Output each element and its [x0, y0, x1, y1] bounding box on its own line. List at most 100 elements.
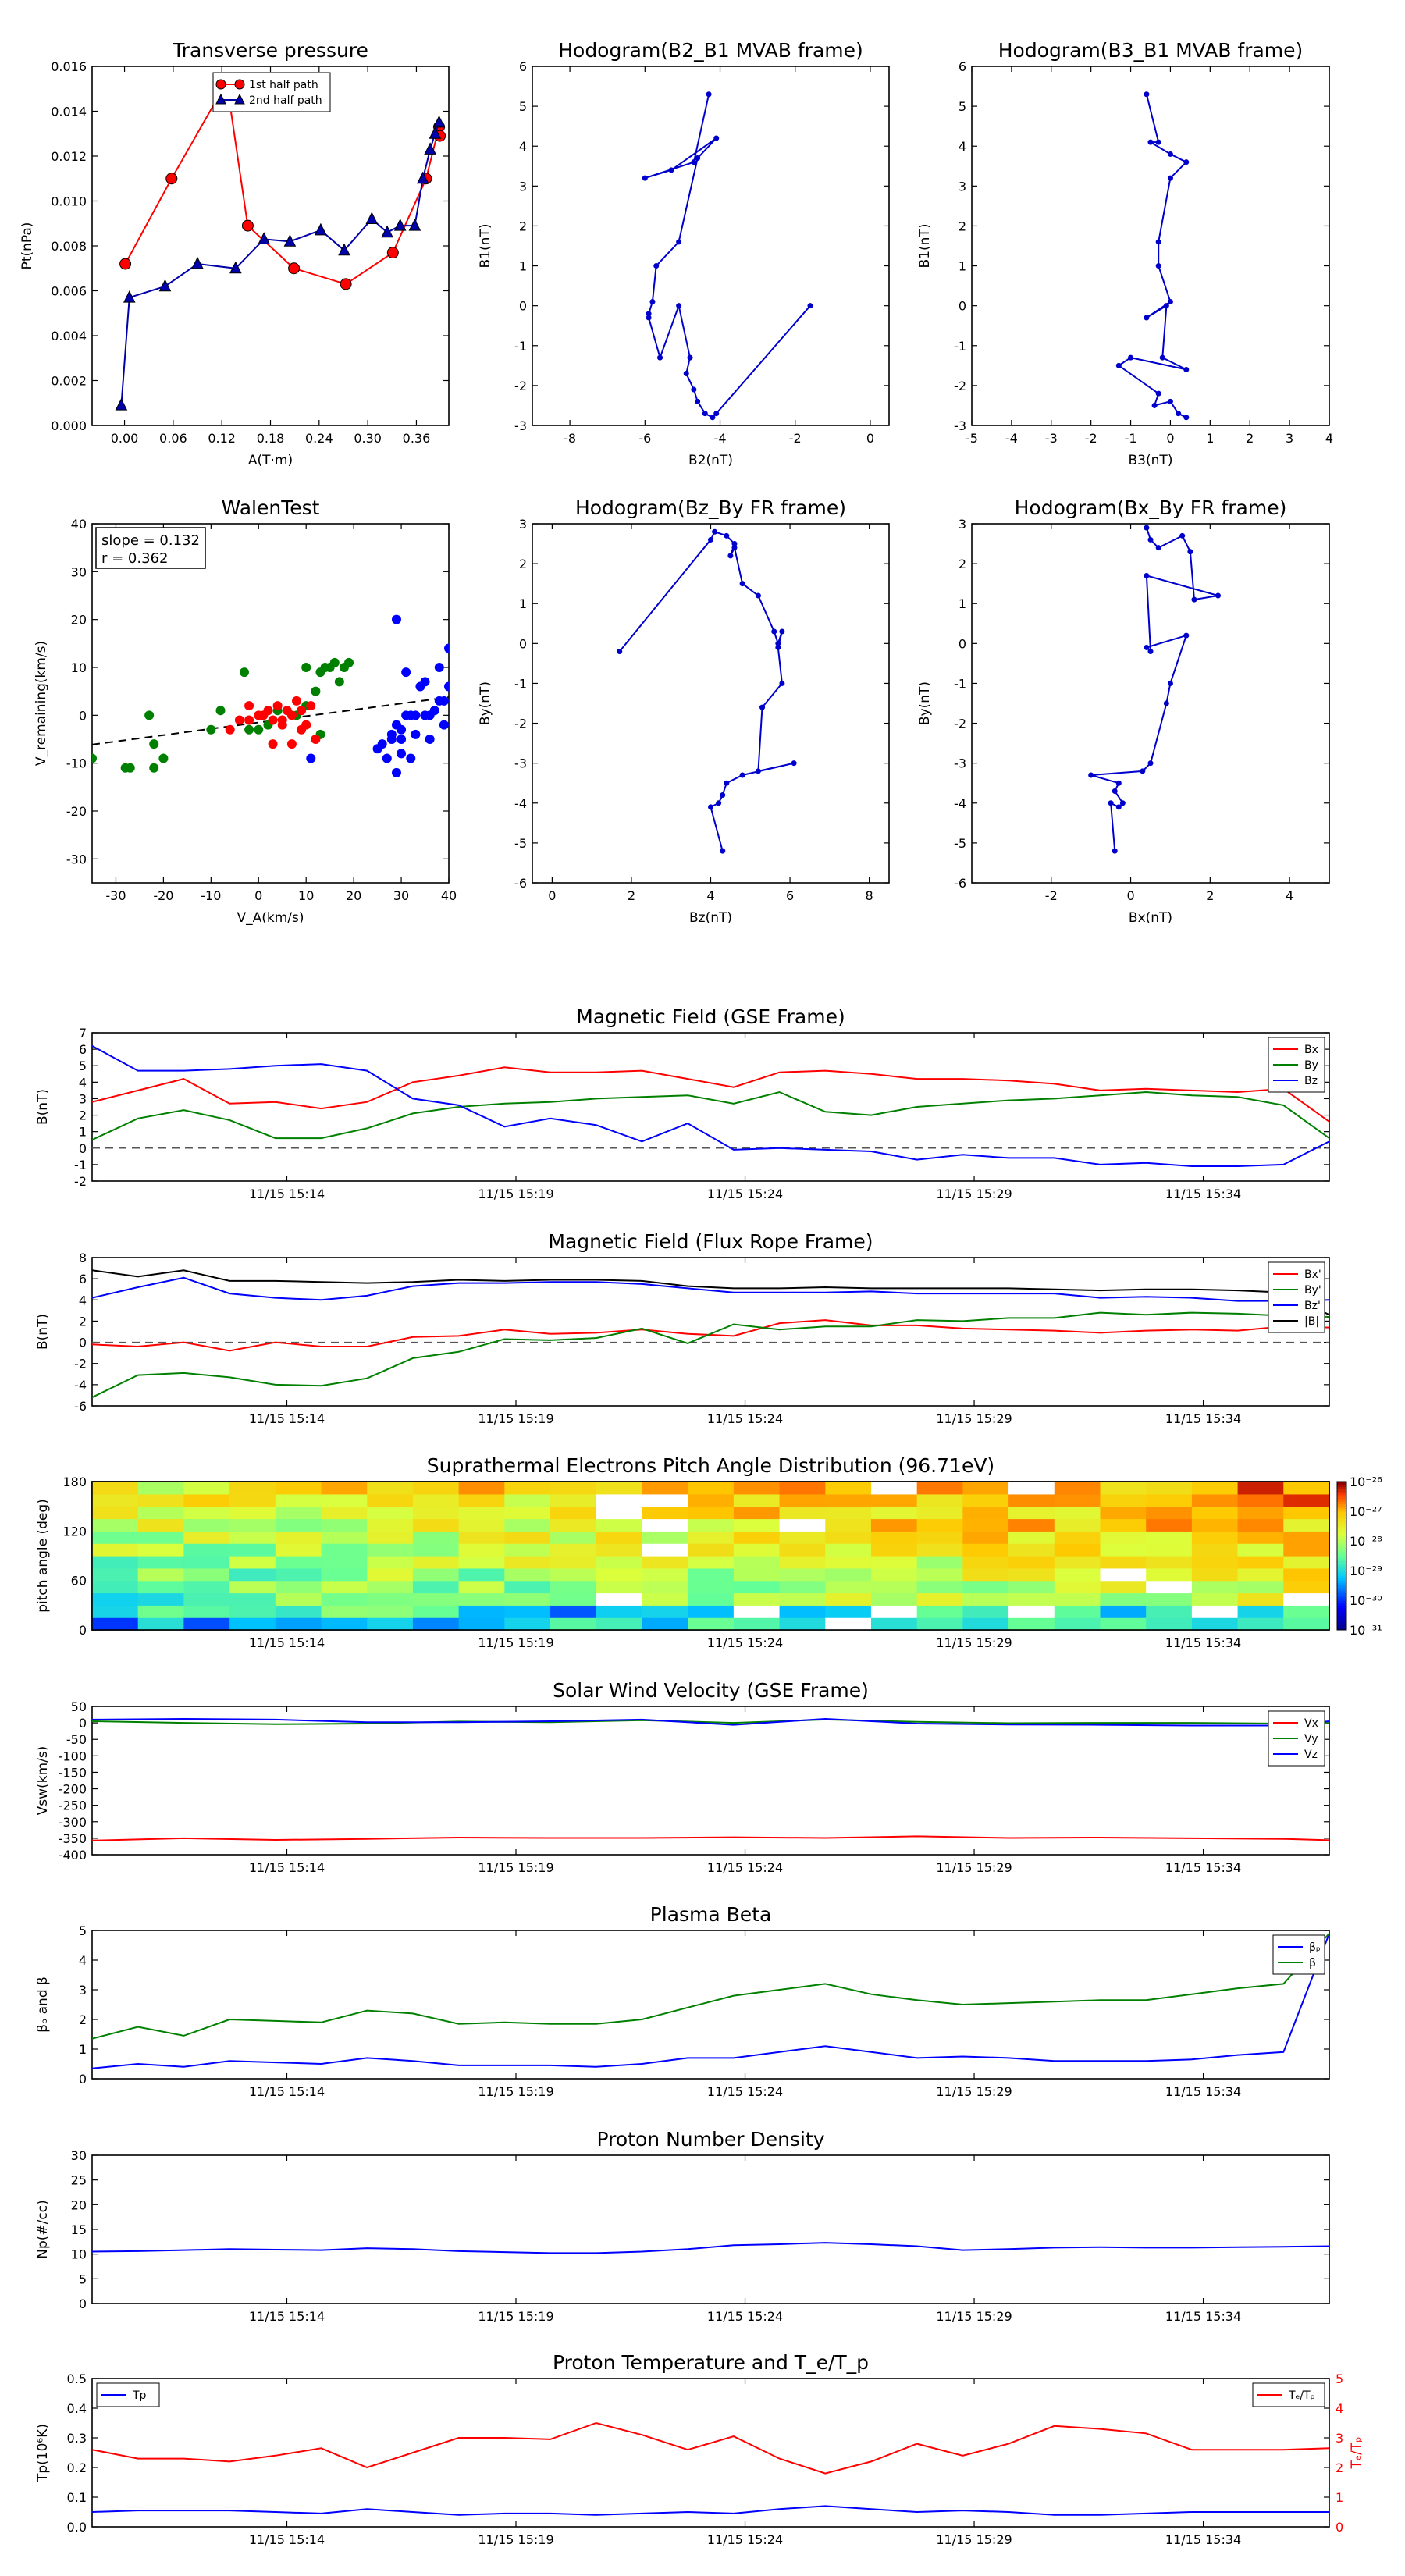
y-tick-label: 3 [79, 1091, 87, 1106]
x-tick-label: 20 [346, 888, 361, 903]
y-tick-label: 30 [71, 564, 87, 579]
scatter-point [382, 753, 392, 763]
heatmap-cell [412, 1493, 460, 1507]
y-tick-label: 0.008 [51, 239, 87, 254]
data-point [1155, 263, 1161, 269]
legend: 1st half path 2nd half path [212, 72, 331, 112]
heatmap-cell [137, 1592, 185, 1606]
heatmap-cell [504, 1617, 551, 1631]
x-axis-label: B3(nT) [1129, 453, 1173, 468]
chart-title: Plasma Beta [650, 1903, 772, 1926]
data-point [676, 303, 682, 309]
heatmap-cell [1054, 1518, 1101, 1532]
series-line-Bx [92, 1066, 1329, 1123]
heatmap-cell [825, 1482, 872, 1495]
y-tick-label: 0.000 [51, 418, 87, 433]
scatter-point [268, 739, 278, 749]
y-tick-label: 4 [79, 1953, 87, 1968]
heatmap-cell [550, 1567, 597, 1582]
heatmap-cell [1054, 1556, 1101, 1569]
data-point [258, 232, 270, 244]
heatmap-cell [458, 1493, 505, 1507]
plot-frame [91, 2154, 1330, 2304]
x-tick-label: 11/15 15:19 [478, 2084, 553, 2099]
data-point [710, 415, 716, 421]
y-tick-label: 10 [71, 2247, 87, 2262]
heatmap-cell [504, 1482, 551, 1495]
plot-frame [91, 1481, 1330, 1631]
heatmap-cell [275, 1543, 322, 1557]
scatter-point [244, 701, 254, 711]
data-point [712, 528, 718, 535]
y-tick-label: -350 [59, 1831, 87, 1846]
chart-vsw: Solar Wind Velocity (GSE Frame)-400-350-… [35, 1679, 1330, 1875]
heatmap-cell [688, 1543, 735, 1557]
heatmap-cell [321, 1556, 368, 1569]
heatmap-cell [550, 1531, 597, 1544]
heatmap-cell [367, 1580, 414, 1594]
heatmap-cell [1191, 1605, 1239, 1618]
data-point [775, 644, 781, 650]
heatmap-cell [962, 1482, 1009, 1495]
x-tick-label: 40 [441, 888, 457, 903]
heatmap-cell [367, 1518, 414, 1532]
y-tick-label: 0.5 [67, 2371, 87, 2386]
y-tick-label: 20 [71, 613, 87, 628]
heatmap-cell [733, 1617, 781, 1631]
data-point [695, 398, 701, 404]
heatmap-cell [550, 1543, 597, 1557]
y-axis-label: B(nT) [35, 1314, 51, 1350]
scatter-point [401, 667, 411, 678]
heatmap-cell [183, 1518, 230, 1532]
heatmap-cell [321, 1482, 368, 1495]
scatter-point [444, 643, 449, 653]
y-tick-label: 3 [959, 517, 966, 532]
heatmap-cell [321, 1506, 368, 1520]
colorbar-segment [1337, 1546, 1346, 1549]
heatmap-cell [183, 1531, 230, 1544]
heatmap-cell [1054, 1580, 1101, 1594]
heatmap-cell [733, 1543, 781, 1557]
y-tick-label: 10 [71, 660, 87, 675]
heatmap-cell [825, 1493, 872, 1507]
heatmap-cell [458, 1617, 505, 1631]
heatmap-cell [412, 1580, 460, 1594]
y-tick-label: 5 [959, 99, 966, 114]
y-tick-label: 6 [519, 59, 527, 74]
data-point [702, 411, 708, 417]
scatter-point [306, 701, 316, 711]
heatmap-cell [1191, 1580, 1239, 1594]
heatmap-cell [779, 1543, 826, 1557]
heatmap-cell [321, 1567, 368, 1582]
heatmap-cell [458, 1592, 505, 1606]
x-tick-label: 11/15 15:14 [249, 1860, 325, 1875]
y-tick-label: 0 [79, 2297, 87, 2311]
series-line-0 [644, 94, 811, 419]
heatmap-cell [870, 1605, 918, 1618]
legend: Tp [96, 2382, 160, 2407]
x-tick-label: 4 [1325, 431, 1333, 446]
colorbar-segment [1337, 1597, 1346, 1601]
heatmap-cell [1100, 1531, 1147, 1544]
y-tick-label: 60 [71, 1574, 87, 1589]
x-tick-label: -2 [789, 431, 802, 446]
legend-marker [234, 79, 245, 90]
y-axis-label: B(nT) [35, 1089, 51, 1125]
colorbar-segment [1337, 1590, 1346, 1593]
x-tick-label: 30 [393, 888, 409, 903]
heatmap-cell [458, 1543, 505, 1557]
y-tick-label: -5 [954, 836, 966, 851]
heatmap-cell [642, 1567, 688, 1582]
colorbar-segment [1337, 1523, 1346, 1527]
heatmap-cell [733, 1493, 781, 1507]
heatmap-cell [412, 1617, 460, 1631]
data-point [191, 256, 204, 269]
heatmap-cell [229, 1580, 276, 1594]
y-tick-label: 0 [79, 1623, 87, 1638]
heatmap-cell [229, 1556, 276, 1569]
y-tick-label: -1 [514, 676, 527, 691]
heatmap-cell [229, 1531, 276, 1544]
data-point [1112, 788, 1118, 794]
y-tick-label: 2 [519, 557, 527, 571]
y-tick-label: 0.016 [51, 59, 87, 74]
